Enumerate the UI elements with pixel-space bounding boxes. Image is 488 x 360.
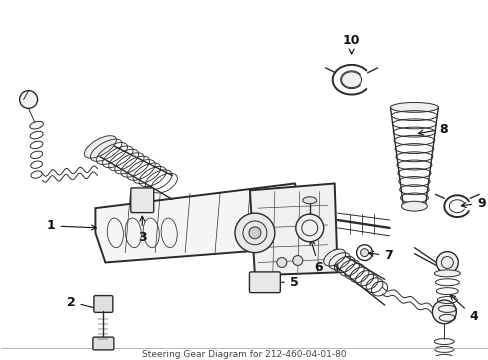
Circle shape [360,249,368,257]
Ellipse shape [30,121,43,129]
Polygon shape [249,184,337,275]
FancyBboxPatch shape [94,296,113,312]
Text: 4: 4 [449,295,477,323]
Ellipse shape [323,249,345,266]
FancyBboxPatch shape [130,188,153,213]
Text: Steering Gear Diagram for 212-460-04-01-80: Steering Gear Diagram for 212-460-04-01-… [142,350,346,359]
Polygon shape [95,184,304,262]
Ellipse shape [84,136,116,158]
Text: 9: 9 [460,197,485,210]
Text: 6: 6 [309,240,323,274]
Ellipse shape [390,103,437,112]
Text: 10: 10 [342,34,360,54]
Text: 5: 5 [268,276,298,289]
Circle shape [431,300,455,324]
Circle shape [295,214,323,242]
Text: 1: 1 [47,220,96,233]
Text: 8: 8 [418,123,447,136]
Circle shape [292,256,302,265]
Circle shape [435,252,457,273]
Text: 7: 7 [368,249,392,262]
Text: 2: 2 [66,296,99,310]
FancyBboxPatch shape [249,272,280,293]
Circle shape [20,91,38,108]
Circle shape [276,257,286,267]
Circle shape [235,213,274,253]
Ellipse shape [341,72,361,87]
Ellipse shape [401,201,427,211]
Ellipse shape [302,197,316,204]
Ellipse shape [433,270,459,277]
Text: 3: 3 [138,216,146,244]
FancyBboxPatch shape [93,337,114,350]
Circle shape [248,227,261,239]
